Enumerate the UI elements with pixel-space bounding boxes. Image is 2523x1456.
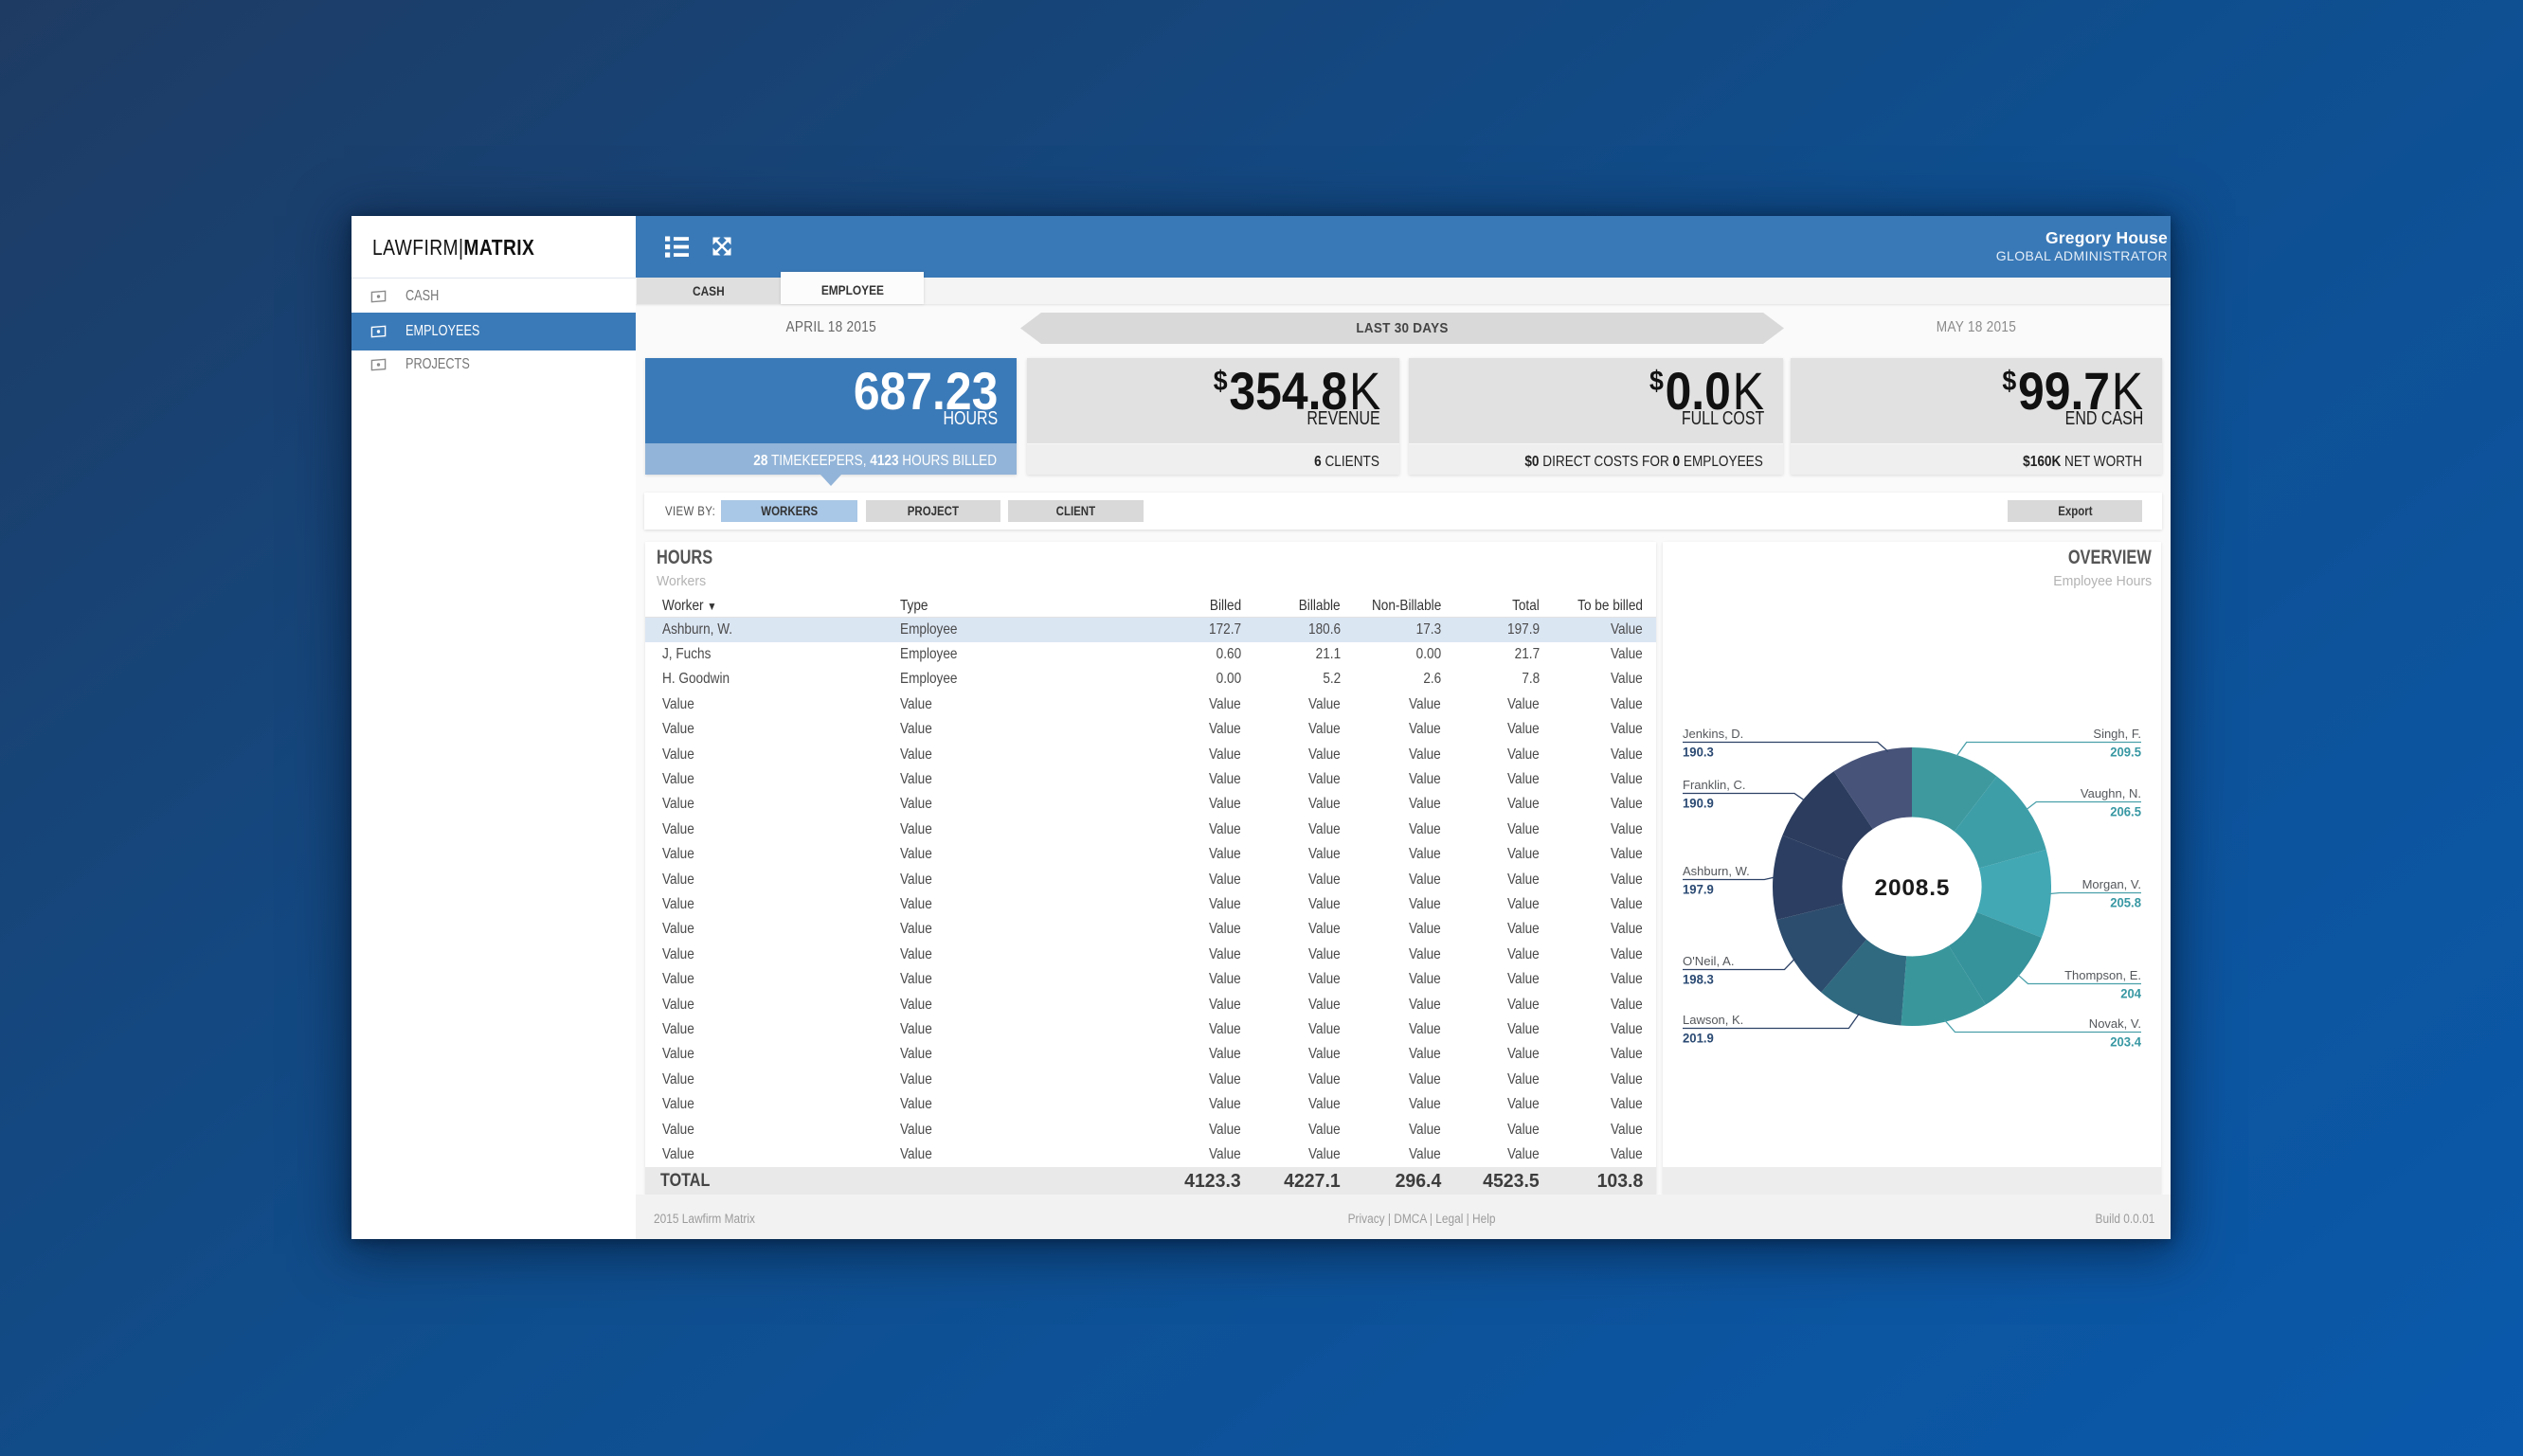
svg-text:O'Neil, A.: O'Neil, A. [1683, 954, 1735, 968]
svg-text:203.4: 203.4 [2110, 1035, 2141, 1050]
svg-text:190.9: 190.9 [1683, 797, 1714, 811]
svg-text:Vaughn, N.: Vaughn, N. [2081, 786, 2141, 800]
svg-text:190.3: 190.3 [1683, 746, 1714, 760]
svg-text:205.8: 205.8 [2110, 896, 2141, 910]
svg-text:Singh, F.: Singh, F. [2093, 727, 2141, 741]
svg-text:204: 204 [2120, 987, 2141, 1001]
svg-text:Franklin, C.: Franklin, C. [1683, 778, 1746, 792]
svg-text:209.5: 209.5 [2110, 746, 2141, 760]
svg-text:198.3: 198.3 [1683, 973, 1714, 987]
svg-text:Novak, V.: Novak, V. [2089, 1016, 2141, 1031]
svg-text:201.9: 201.9 [1683, 1032, 1714, 1046]
svg-text:2008.5: 2008.5 [1875, 875, 1950, 901]
svg-text:Jenkins, D.: Jenkins, D. [1683, 727, 1743, 741]
svg-text:Lawson, K.: Lawson, K. [1683, 1013, 1743, 1027]
svg-text:Morgan, V.: Morgan, V. [2082, 877, 2141, 891]
svg-text:Ashburn, W.: Ashburn, W. [1683, 864, 1750, 878]
svg-text:Thompson, E.: Thompson, E. [2064, 968, 2141, 982]
svg-text:197.9: 197.9 [1683, 883, 1714, 897]
svg-text:206.5: 206.5 [2110, 805, 2141, 819]
